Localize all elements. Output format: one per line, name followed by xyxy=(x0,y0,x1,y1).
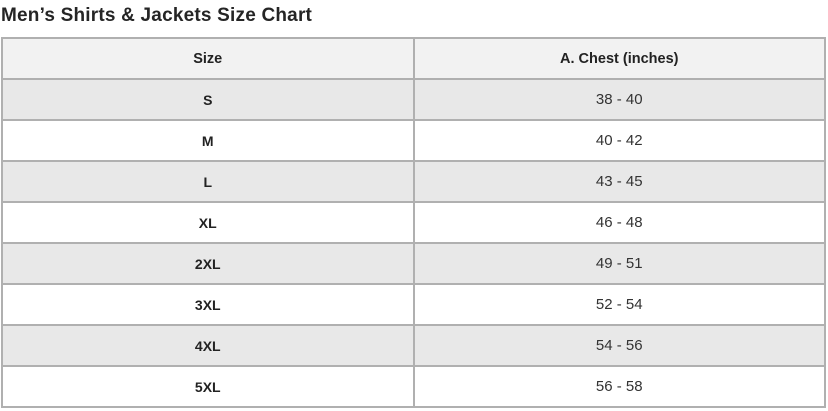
column-header-chest: A. Chest (inches) xyxy=(412,37,826,80)
size-cell: 2XL xyxy=(1,242,415,285)
table-row: 3XL 52 - 54 xyxy=(1,283,826,326)
size-cell: M xyxy=(1,119,415,162)
chest-cell: 54 - 56 xyxy=(412,324,826,367)
chest-cell: 52 - 54 xyxy=(412,283,826,326)
header-row: Size A. Chest (inches) xyxy=(1,37,826,80)
chest-cell: 46 - 48 xyxy=(412,201,826,244)
column-header-size: Size xyxy=(1,37,415,80)
size-cell: 3XL xyxy=(1,283,415,326)
page-title: Men’s Shirts & Jackets Size Chart xyxy=(1,5,313,26)
table-row: M 40 - 42 xyxy=(1,119,826,162)
chest-cell: 56 - 58 xyxy=(412,365,826,408)
chest-cell: 43 - 45 xyxy=(412,160,826,203)
table-row: 2XL 49 - 51 xyxy=(1,242,826,285)
size-cell: S xyxy=(1,78,415,121)
size-cell: L xyxy=(1,160,415,203)
size-chart-table: Size A. Chest (inches) S 38 - 40 M 40 - … xyxy=(1,37,826,408)
size-cell: XL xyxy=(1,201,415,244)
table-row: S 38 - 40 xyxy=(1,78,826,121)
chest-cell: 38 - 40 xyxy=(412,78,826,121)
size-cell: 4XL xyxy=(1,324,415,367)
table-row: 5XL 56 - 58 xyxy=(1,365,826,408)
chest-cell: 49 - 51 xyxy=(412,242,826,285)
table-row: L 43 - 45 xyxy=(1,160,826,203)
size-cell: 5XL xyxy=(1,365,415,408)
chest-cell: 40 - 42 xyxy=(412,119,826,162)
table-row: XL 46 - 48 xyxy=(1,201,826,244)
table-row: 4XL 54 - 56 xyxy=(1,324,826,367)
